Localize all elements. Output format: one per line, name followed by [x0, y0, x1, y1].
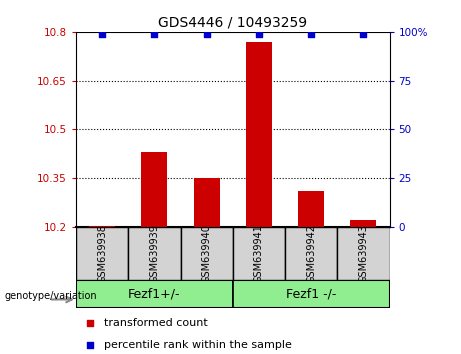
Text: Fezf1+/-: Fezf1+/-	[128, 287, 181, 300]
Point	[255, 31, 263, 37]
Bar	[298, 191, 324, 227]
Text: GSM639938: GSM639938	[97, 224, 107, 282]
Text: GSM639941: GSM639941	[254, 224, 264, 282]
Text: genotype/variation: genotype/variation	[5, 291, 97, 301]
Text: transformed count: transformed count	[104, 318, 207, 329]
Point	[86, 321, 94, 326]
Text: Fezf1 -/-: Fezf1 -/-	[286, 287, 337, 300]
Text: GSM639942: GSM639942	[306, 224, 316, 282]
Point	[307, 31, 315, 37]
Bar	[337, 227, 390, 280]
Point	[360, 31, 367, 37]
Bar	[285, 227, 337, 280]
Point	[151, 31, 158, 37]
Text: percentile rank within the sample: percentile rank within the sample	[104, 339, 292, 350]
Bar	[76, 280, 233, 308]
Bar	[350, 220, 377, 227]
Bar	[128, 227, 181, 280]
Text: GSM639940: GSM639940	[201, 224, 212, 282]
Bar	[142, 152, 167, 227]
Point	[86, 342, 94, 348]
Bar	[233, 227, 285, 280]
Bar	[76, 227, 128, 280]
Bar	[246, 42, 272, 227]
Bar	[89, 226, 115, 227]
Point	[99, 31, 106, 37]
Point	[203, 31, 210, 37]
Text: GSM639943: GSM639943	[358, 224, 368, 282]
Bar	[194, 178, 220, 227]
Bar	[181, 227, 233, 280]
Title: GDS4446 / 10493259: GDS4446 / 10493259	[158, 15, 307, 29]
Text: GSM639939: GSM639939	[149, 224, 160, 282]
Bar	[233, 280, 390, 308]
